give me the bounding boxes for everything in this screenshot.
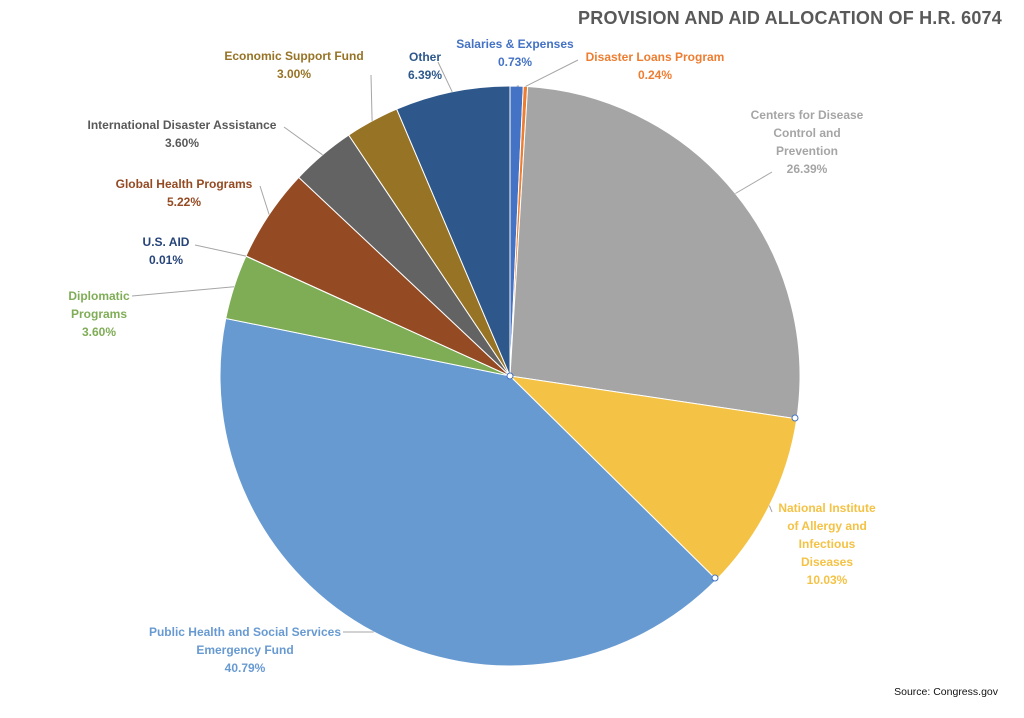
slice-label-4: Public Health and Social Services Emergen… — [149, 625, 341, 675]
leader-line-3 — [768, 505, 773, 513]
pie-slice-2 — [509, 86, 801, 420]
slice-label-7: Global Health Programs 5.22% — [116, 177, 253, 209]
selection-handle-2 — [711, 574, 719, 582]
slice-label-5: Diplomatic Programs 3.60% — [68, 289, 130, 339]
leader-line-5 — [131, 286, 235, 297]
selection-handle-1 — [791, 414, 799, 422]
slice-label-10: Other 6.39% — [408, 50, 442, 82]
pie-slice-4 — [219, 317, 718, 667]
leader-line-9 — [370, 74, 373, 121]
slice-label-3: National Institute of Allergy and Infectio… — [778, 501, 876, 587]
selection-handle-0 — [506, 372, 514, 380]
chart-source: Source: Congress.gov — [894, 686, 998, 698]
leader-line-1 — [525, 59, 579, 87]
leader-line-7 — [259, 185, 270, 215]
slice-label-9: Economic Support Fund 3.00% — [224, 49, 363, 81]
chart-title: PROVISION AND AID ALLOCATION OF H.R. 607… — [578, 8, 1002, 28]
leader-line-10 — [437, 61, 453, 93]
leader-line-2 — [735, 171, 773, 194]
slice-label-1: Disaster Loans Program 0.24% — [586, 50, 725, 82]
leader-line-8 — [283, 126, 323, 156]
slice-label-0: Salaries & Expenses 0.73% — [456, 37, 574, 69]
slice-label-2: Centers for Disease Control and Prevention… — [751, 108, 864, 176]
pie-slice-10 — [396, 85, 511, 377]
pie-slice-3 — [508, 375, 798, 581]
leader-line-6 — [194, 244, 247, 257]
slice-label-6: U.S. AID 0.01% — [143, 235, 190, 267]
slice-label-8: International Disaster Assistance 3.60% — [88, 118, 277, 150]
